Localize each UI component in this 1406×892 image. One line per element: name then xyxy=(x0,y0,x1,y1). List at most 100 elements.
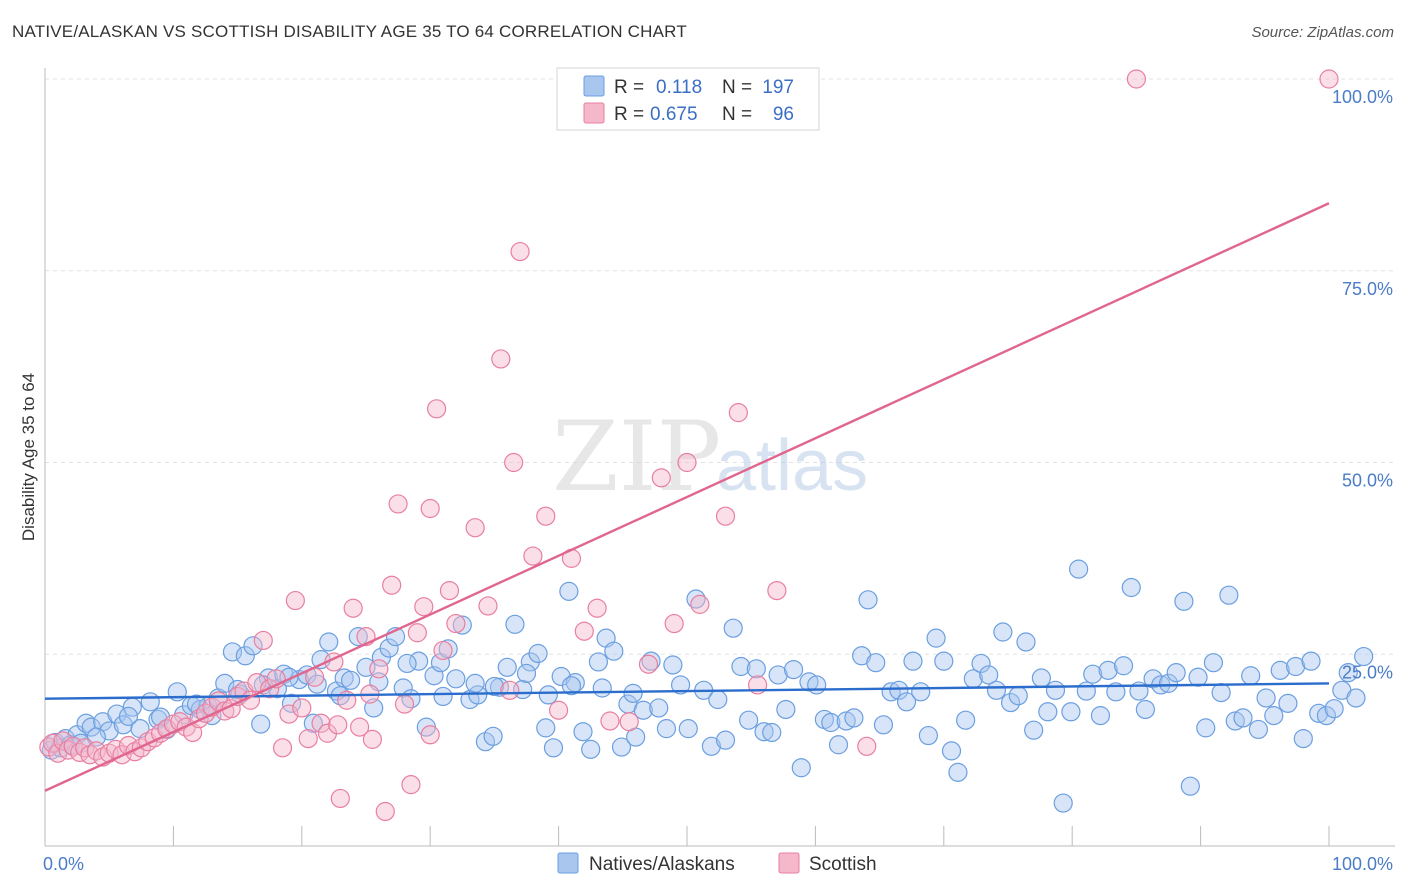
natives-point-100 xyxy=(791,758,811,778)
scottish-point-56 xyxy=(388,494,408,514)
scottish-point-78 xyxy=(619,712,639,732)
natives-point-196 xyxy=(623,683,643,703)
natives-point-135 xyxy=(1053,793,1073,813)
gridlines xyxy=(45,78,1395,655)
natives-point-188 xyxy=(397,653,417,674)
natives-point-27 xyxy=(243,636,263,656)
natives-point-190 xyxy=(465,673,485,693)
natives-point-124 xyxy=(971,653,991,674)
natives-point-94 xyxy=(746,659,766,679)
natives-point-163 xyxy=(1264,706,1284,726)
watermark-zip: ZIP xyxy=(552,401,721,513)
natives-point-149 xyxy=(1158,673,1179,693)
natives-point-119 xyxy=(934,651,954,671)
natives-point-81 xyxy=(649,698,669,718)
natives-point-166 xyxy=(1286,656,1306,677)
legend-swatch-scottish xyxy=(778,852,800,874)
natives-point-131 xyxy=(1024,720,1044,740)
series-legend: Natives/Alaskans Scottish xyxy=(557,852,877,875)
scottish-point-47 xyxy=(330,788,350,809)
source-credit: Source: ZipAtlas.com xyxy=(1251,24,1394,41)
scottish-point-42 xyxy=(298,729,318,749)
scottish-point-66 xyxy=(465,518,485,538)
trend-line-natives xyxy=(44,682,1330,700)
scottish-point-80 xyxy=(651,468,671,488)
scottish-point-65 xyxy=(446,613,466,634)
scottish-point-3 xyxy=(53,731,73,751)
stats-r-label-scottish: R = xyxy=(614,104,644,125)
scottish-point-81 xyxy=(664,613,684,634)
natives-point-76 xyxy=(611,737,632,757)
scottish-point-73 xyxy=(548,700,569,720)
natives-point-162 xyxy=(1256,688,1276,708)
scottish-point-85 xyxy=(715,506,736,526)
natives-point-101 xyxy=(799,672,819,692)
scottish-point-57 xyxy=(394,694,415,714)
scottish-point-4 xyxy=(58,740,78,760)
natives-point-45 xyxy=(379,638,399,658)
watermark-atlas: atlas xyxy=(716,426,868,506)
natives-point-137 xyxy=(1069,559,1089,579)
natives-point-61 xyxy=(497,657,517,677)
natives-point-67 xyxy=(543,738,564,758)
scottish-point-67 xyxy=(478,596,498,616)
natives-point-147 xyxy=(1143,669,1163,689)
natives-point-69 xyxy=(559,581,579,601)
scottish-point-60 xyxy=(414,597,434,617)
scottish-point-40 xyxy=(285,590,305,611)
natives-point-120 xyxy=(941,741,962,761)
natives-point-167 xyxy=(1293,729,1313,749)
natives-point-90 xyxy=(715,730,736,750)
natives-point-105 xyxy=(828,735,849,755)
scottish-point-82 xyxy=(677,452,697,473)
scottish-point-77 xyxy=(600,711,620,731)
scottish-point-41 xyxy=(292,698,312,718)
natives-point-99 xyxy=(783,659,804,680)
natives-point-47 xyxy=(393,678,413,698)
natives-point-112 xyxy=(881,682,901,702)
natives-point-164 xyxy=(1270,660,1290,680)
x-tick-label-0: 0.0% xyxy=(43,854,84,874)
natives-point-153 xyxy=(1188,667,1208,687)
scottish-point-58 xyxy=(401,775,421,795)
natives-point-150 xyxy=(1166,663,1186,683)
stats-legend: R = 0.118 N = 197 R = 0.675 N = 96 xyxy=(556,67,820,131)
y-tick-label-2: 75.0% xyxy=(1342,279,1393,299)
scottish-point-89 xyxy=(857,736,877,756)
natives-point-82 xyxy=(656,719,677,739)
natives-point-136 xyxy=(1061,702,1081,722)
natives-point-194 xyxy=(561,676,582,696)
natives-point-106 xyxy=(836,711,856,731)
scottish-point-52 xyxy=(362,729,383,749)
natives-point-28 xyxy=(251,714,271,734)
scottish-point-86 xyxy=(728,403,748,423)
scottish-point-44 xyxy=(311,713,331,733)
stats-n-label-scottish: N = xyxy=(722,104,752,125)
y-tick-label-1: 50.0% xyxy=(1342,471,1393,491)
scottish-point-88 xyxy=(767,580,787,601)
scottish-point-76 xyxy=(587,598,607,618)
y-axis-title: Disability Age 35 to 64 xyxy=(19,373,38,541)
scottish-point-94 xyxy=(1126,69,1147,89)
stats-r-label-natives: R = xyxy=(614,77,644,98)
scottish-point-71 xyxy=(523,546,543,566)
natives-point-93 xyxy=(739,710,759,730)
scottish-point-79 xyxy=(638,654,659,674)
natives-point-97 xyxy=(768,665,788,685)
scottish-point-90 xyxy=(504,452,524,473)
natives-point-118 xyxy=(926,628,946,648)
natives-point-129 xyxy=(1008,686,1028,706)
natives-point-157 xyxy=(1219,585,1239,605)
natives-point-117 xyxy=(918,725,938,746)
legend-label-scottish: Scottish xyxy=(809,854,877,875)
natives-point-159 xyxy=(1233,708,1253,728)
natives-point-192 xyxy=(516,663,537,684)
scottish-point-35 xyxy=(253,630,273,651)
natives-point-154 xyxy=(1196,718,1216,738)
natives-point-66 xyxy=(536,718,556,738)
natives-point-128 xyxy=(1000,692,1021,713)
natives-point-41 xyxy=(348,627,368,647)
natives-point-138 xyxy=(1076,681,1096,701)
natives-point-107 xyxy=(844,708,864,728)
